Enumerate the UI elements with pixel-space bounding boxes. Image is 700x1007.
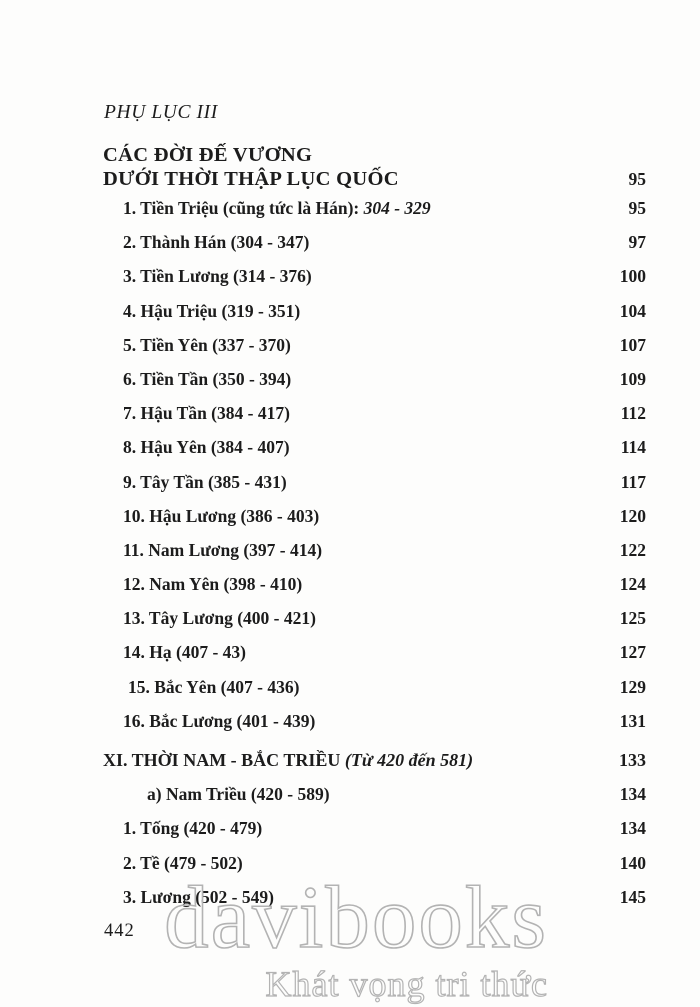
toc-entry: 6. Tiền Tần (350 - 394) 109 (103, 369, 646, 403)
section-title-line2: DƯỚI THỜI THẬP LỤC QUỐC (103, 168, 399, 190)
toc-entry-page-number: 112 (620, 403, 646, 424)
toc-entry-label: 9. Tây Tần (385 - 431) (123, 471, 287, 492)
toc-entry-page-number: 129 (619, 676, 646, 697)
toc-entry: 16. Bắc Lương (401 - 439) 131 (103, 711, 646, 745)
toc-entry-label: 8. Hậu Yên (384 - 407) (123, 437, 290, 458)
toc-entry-page-number: 140 (619, 852, 646, 873)
toc-entry-label: 7. Hậu Tần (384 - 417) (123, 403, 290, 424)
toc-entry-page-number: 122 (619, 539, 646, 560)
toc-entry-page-number: 95 (628, 198, 647, 218)
toc-entry: 5. Tiền Yên (337 - 370) 107 (103, 335, 646, 369)
toc-entry-page-number: 117 (620, 471, 646, 492)
toc-entry-label: XI. THỜI NAM - BẮC TRIỀU (Từ 420 đến 581… (103, 750, 474, 770)
toc-entry: 4. Hậu Triệu (319 - 351) 104 (103, 301, 646, 335)
toc-entry: 2. Thành Hán (304 - 347) 97 (103, 232, 646, 266)
toc-entry: 15. Bắc Yên (407 - 436) 129 (103, 677, 646, 711)
watermark-tagline: Khát vọng tri thức (265, 963, 548, 1004)
toc-entry-label: 1. Tống (420 - 479) (123, 818, 263, 839)
section-title-line1: CÁC ĐỜI ĐẾ VƯƠNG (103, 144, 313, 166)
toc-entry-page-number: 114 (620, 437, 646, 458)
section-title-page-number: 95 (628, 169, 647, 189)
toc-entry: a) Nam Triều (420 - 589) 134 (103, 784, 646, 818)
toc-entry-label: 15. Bắc Yên (407 - 436) (128, 676, 300, 697)
toc-entry-label: 2. Thành Hán (304 - 347) (123, 232, 310, 253)
toc-entry-page-number: 127 (619, 642, 646, 663)
toc-entry-page-number: 100 (619, 266, 646, 287)
toc-entry: 9. Tây Tần (385 - 431) 117 (103, 472, 646, 506)
section-title: CÁC ĐỜI ĐẾ VƯƠNG DƯỚI THỜI THẬP LỤC QUỐC (103, 143, 399, 191)
toc-entry-label: 10. Hậu Lương (386 - 403) (123, 505, 320, 526)
toc-entry-page-number: 134 (619, 784, 646, 805)
toc-entry-label: 12. Nam Yên (398 - 410) (123, 574, 303, 595)
toc-entry-label: 11. Nam Lương (397 - 414) (123, 539, 323, 560)
toc-entry: 14. Hạ (407 - 43) 127 (103, 642, 646, 676)
section-title-row: CÁC ĐỜI ĐẾ VƯƠNG DƯỚI THỜI THẬP LỤC QUỐC… (103, 143, 646, 191)
appendix-label: PHỤ LỤC III (104, 102, 218, 123)
toc-entry-label: 16. Bắc Lương (401 - 439) (123, 710, 316, 731)
toc-entry-label: 2. Tề (479 - 502) (123, 852, 243, 873)
toc-entry-label: 6. Tiền Tần (350 - 394) (123, 368, 292, 389)
folio-page-number: 442 (104, 921, 135, 941)
toc-entry-page-number: 124 (619, 574, 646, 595)
toc-entry: 3. Tiền Lương (314 - 376) 100 (103, 266, 646, 300)
toc-entry: 10. Hậu Lương (386 - 403) 120 (103, 506, 646, 540)
toc-entry-label: 5. Tiền Yên (337 - 370) (123, 334, 291, 355)
toc-entry-label: 3. Tiền Lương (314 - 376) (123, 266, 312, 287)
toc-entry: 7. Hậu Tần (384 - 417) 112 (103, 403, 646, 437)
toc-entry-page-number: 104 (619, 300, 646, 321)
toc-entry-label: 14. Hạ (407 - 43) (123, 642, 246, 663)
toc-entry-page-number: 107 (619, 334, 646, 355)
toc-entry-page-number: 120 (619, 505, 646, 526)
toc-entry: 13. Tây Lương (400 - 421) 125 (103, 608, 646, 642)
toc-entry-label: a) Nam Triều (420 - 589) (147, 784, 330, 805)
toc-entry: 1. Tống (420 - 479) 134 (103, 818, 646, 852)
toc-entry-page-number: 97 (628, 232, 647, 253)
toc-entry-page-number: 133 (619, 750, 646, 770)
toc-entry: 1. Tiền Triệu (cũng tức là Hán): 304 - 3… (103, 198, 646, 232)
toc-entry: 3. Lương (502 - 549) 145 (103, 887, 646, 921)
toc-entry: 8. Hậu Yên (384 - 407) 114 (103, 437, 646, 471)
toc-entry-page-number: 125 (619, 608, 646, 629)
toc-entry: 11. Nam Lương (397 - 414) 122 (103, 540, 646, 574)
toc-entry-page-number: 131 (619, 710, 646, 731)
toc-entry-label: 4. Hậu Triệu (319 - 351) (123, 300, 301, 321)
toc-list: 1. Tiền Triệu (cũng tức là Hán): 304 - 3… (103, 198, 646, 921)
toc-entry-page-number: 134 (619, 818, 646, 839)
toc-entry-label: 13. Tây Lương (400 - 421) (123, 608, 316, 629)
toc-entry-label: 1. Tiền Triệu (cũng tức là Hán): 304 - 3… (123, 198, 431, 218)
toc-entry-page-number: 109 (619, 368, 646, 389)
toc-entry: 2. Tề (479 - 502) 140 (103, 853, 646, 887)
toc-entry: 12. Nam Yên (398 - 410) 124 (103, 574, 646, 608)
toc-entry: XI. THỜI NAM - BẮC TRIỀU (Từ 420 đến 581… (103, 750, 646, 784)
toc-entry-page-number: 145 (619, 886, 646, 907)
toc-entry-label: 3. Lương (502 - 549) (123, 886, 274, 907)
